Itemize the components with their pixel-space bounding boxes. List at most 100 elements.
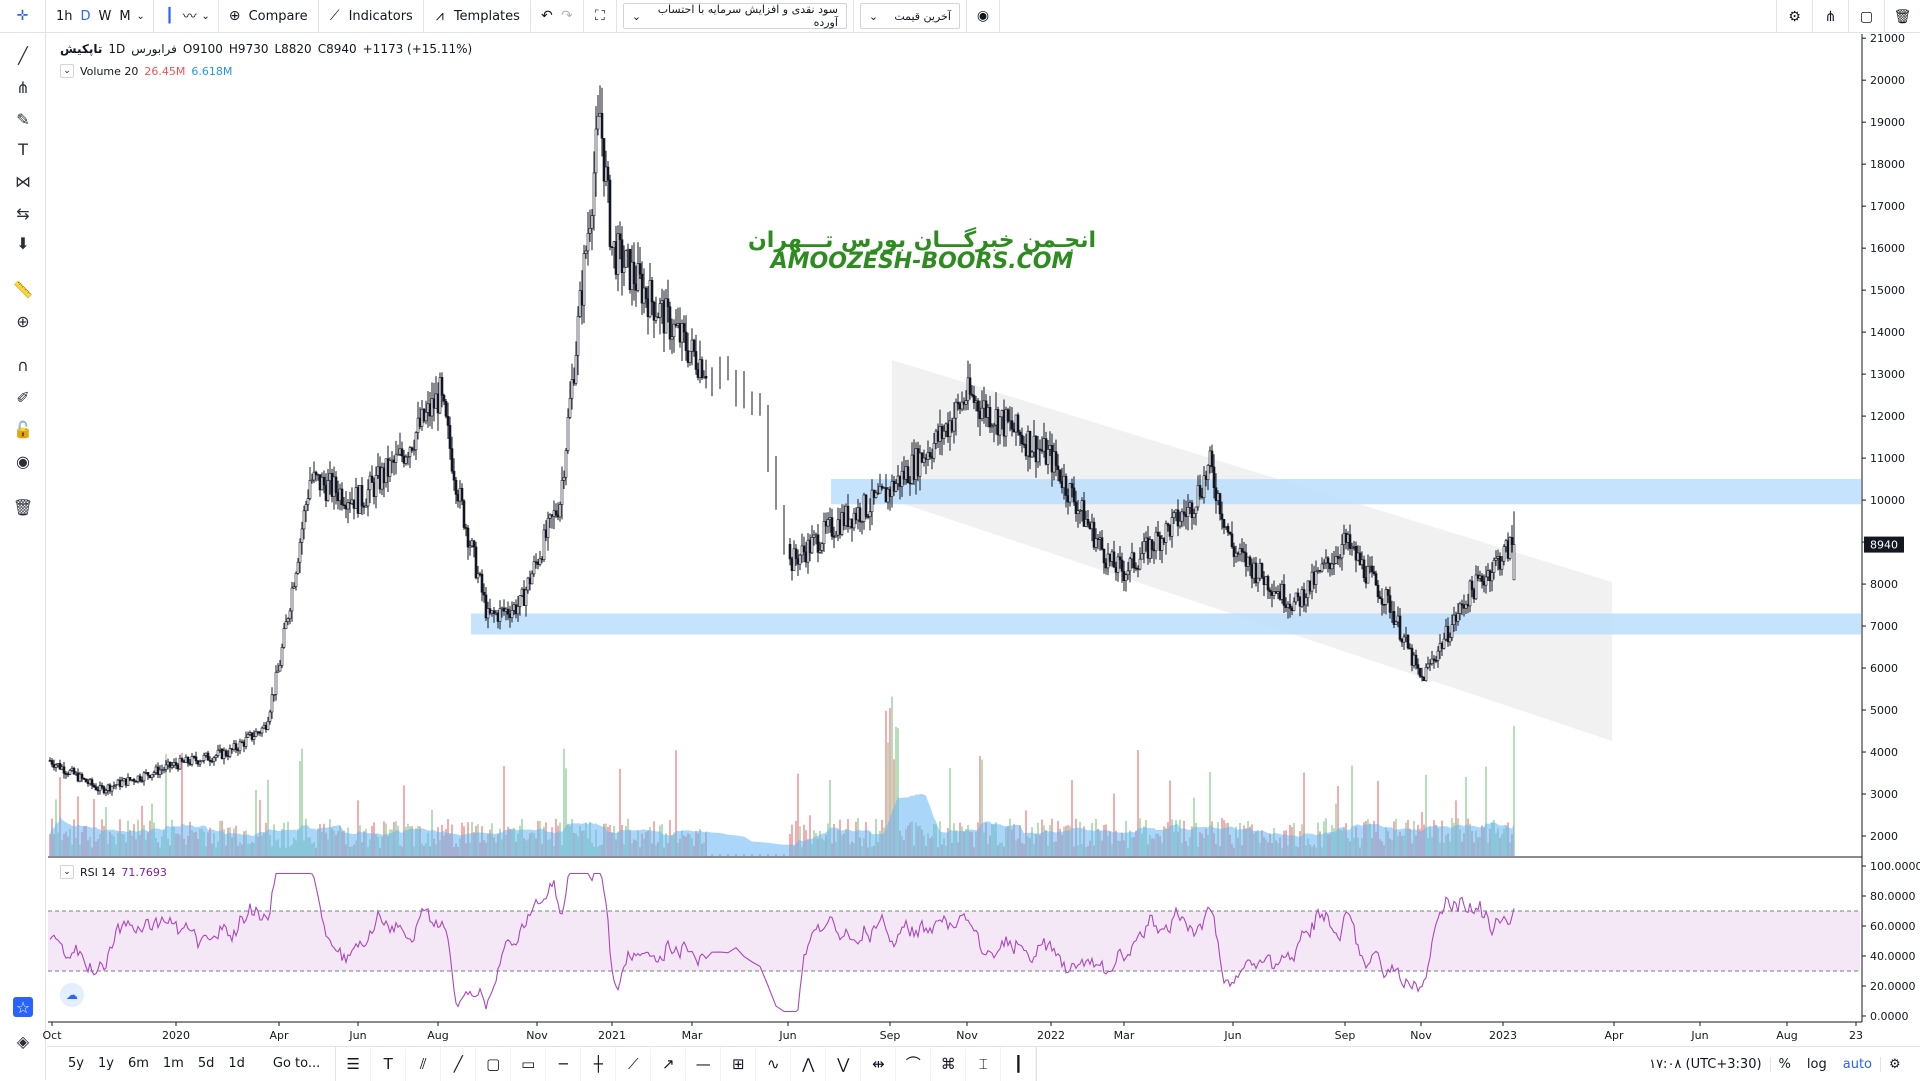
interval-d[interactable]: D [80, 8, 91, 24]
candles-tool-icon[interactable]: ┃ [1001, 1046, 1037, 1081]
candle-body [186, 756, 190, 764]
parallel-channel-icon[interactable]: ⫽ [406, 1046, 442, 1081]
arrow-down-icon[interactable]: ⬇ [16, 233, 30, 253]
share-icon[interactable]: ⋔ [1812, 0, 1848, 33]
eye-icon[interactable]: ◉ [16, 451, 30, 471]
cross-line-icon[interactable]: ┼ [581, 1046, 617, 1081]
tv-logo-icon[interactable]: ☁ [60, 983, 84, 1007]
compare-button[interactable]: ⊕ Compare [219, 0, 319, 33]
symbol-name[interactable]: تاپکیش [60, 42, 103, 56]
candle-body [1124, 574, 1128, 581]
lock-drawing-icon[interactable]: ✐ [16, 387, 30, 407]
candle-body [602, 138, 606, 182]
trend-line-icon[interactable]: ╱ [441, 1046, 477, 1081]
snapshot-icon[interactable]: ▢ [1848, 0, 1884, 33]
fullscreen-icon[interactable]: ⛶ [595, 8, 605, 24]
horizontal-lines-icon[interactable]: ☰ [336, 1046, 372, 1081]
indicators-label: Indicators [348, 8, 413, 24]
rectangle-icon[interactable]: ▢ [476, 1046, 512, 1081]
candle-body [666, 298, 670, 308]
trash-icon[interactable]: 🗑 [1884, 0, 1920, 33]
ray-icon[interactable]: ↗ [651, 1046, 687, 1081]
price-range-icon[interactable]: ⌶ [966, 1046, 1002, 1081]
candle-body [1040, 449, 1044, 452]
zoom-icon[interactable]: ⊕ [16, 311, 30, 331]
line-chart-icon[interactable]: 〰 [182, 9, 197, 25]
magnet-icon[interactable]: ∩ [17, 355, 29, 375]
horizontal-line-icon[interactable]: — [686, 1046, 722, 1081]
indicators-button[interactable]: ⟋ Indicators [319, 0, 424, 33]
callout-icon[interactable]: ▭ [511, 1046, 547, 1081]
horizontal-ray-icon[interactable]: ─ [546, 1046, 582, 1081]
elliott-wave-icon[interactable]: ∿ [756, 1046, 792, 1081]
unlock-icon[interactable]: 🔓 [13, 419, 33, 439]
ruler-icon[interactable]: 📏 [13, 279, 33, 299]
eye-icon[interactable]: ◉ [976, 8, 990, 24]
settings-icon[interactable]: ⚙ [1776, 0, 1812, 33]
candle-body [1118, 556, 1122, 561]
settings-icon[interactable]: ⚙ [1880, 1056, 1920, 1072]
crosshair-cell[interactable]: ✛ [0, 0, 46, 33]
clock-text[interactable]: ۱۷:۰۸ (UTC+3:30) [1649, 1056, 1762, 1072]
auto-toggle[interactable]: auto [1842, 1056, 1872, 1072]
range-6m[interactable]: 6m [127, 1056, 149, 1071]
support-zone [471, 613, 1861, 635]
range-5d[interactable]: 5d [197, 1056, 215, 1071]
templates-button[interactable]: ⩘ Templates [424, 0, 531, 33]
text-icon[interactable]: T [18, 139, 28, 159]
candle-body [894, 483, 898, 492]
star-icon[interactable]: ☆ [13, 997, 33, 1017]
date-range-icon[interactable]: ⇹ [861, 1046, 897, 1081]
curve-icon[interactable]: ⌒ [896, 1046, 932, 1081]
trash-icon[interactable]: 🗑 [12, 497, 34, 517]
price-source-select[interactable]: ⌄ آخرین قیمت [859, 3, 960, 29]
range-1y[interactable]: 1y [97, 1056, 114, 1071]
candle-body [920, 452, 924, 463]
adjustment-select-value: سود نقدی و افزایش سرمایه با احتساب آورده [657, 3, 838, 29]
candle-body [66, 773, 70, 776]
chevron-down-icon[interactable]: ⌄ [60, 865, 74, 879]
compare-label: Compare [248, 8, 308, 24]
fullscreen-cell: ⛶ [584, 0, 617, 33]
goto-button[interactable]: Go to... [272, 1056, 321, 1071]
candle-body [870, 489, 874, 513]
xabcd-pattern-icon[interactable]: ⋁ [826, 1046, 862, 1081]
volume-bar [357, 800, 359, 856]
candle-body [1210, 450, 1214, 468]
chevron-down-icon[interactable]: ⌄ [136, 10, 145, 22]
adjustment-select[interactable]: ⌄ سود نقدی و افزایش سرمایه با احتساب آور… [622, 3, 847, 29]
range-5y[interactable]: 5y [68, 1056, 84, 1071]
interval-w[interactable]: W [98, 8, 112, 24]
redo-icon[interactable]: ↷ [561, 8, 573, 24]
log-toggle[interactable]: log [1806, 1056, 1827, 1072]
interval-m[interactable]: M [119, 8, 131, 24]
abcd-pattern-icon[interactable]: ⋀ [791, 1046, 827, 1081]
range-1d[interactable]: 1d [228, 1056, 245, 1071]
volume-bar [891, 696, 893, 856]
brush-icon[interactable]: ✎ [16, 109, 30, 129]
candle-body [278, 665, 282, 672]
chevron-down-icon[interactable]: ⌄ [201, 10, 210, 22]
pattern-icon[interactable]: ⋈ [15, 171, 31, 191]
range-1m[interactable]: 1m [162, 1056, 184, 1071]
path-icon[interactable]: ⟋ [616, 1046, 652, 1081]
price-chart[interactable]: 21000 20000 19000 18000 17000 16000 15000 14000… [0, 0, 1920, 1046]
prediction-icon[interactable]: ⇆ [16, 203, 30, 223]
percent-toggle[interactable]: % [1769, 1056, 1799, 1072]
candle-body [226, 755, 230, 757]
trend-line-icon[interactable]: ╱ [18, 45, 28, 65]
text-icon[interactable]: T [371, 1046, 407, 1081]
pitchfork-icon[interactable]: ⋔ [16, 77, 30, 97]
chevron-down-icon[interactable]: ⌄ [60, 64, 74, 78]
candle-body [296, 561, 300, 574]
network-icon[interactable]: ⌘ [931, 1046, 967, 1081]
layers-icon[interactable]: ◈ [16, 1031, 30, 1051]
candles-icon[interactable]: ┃ [165, 8, 174, 24]
candle-body [564, 450, 568, 478]
interval-1h[interactable]: 1h [56, 8, 73, 24]
symbol-legend: تاپکیش 1D فرابورس O9100 H9730 L8820 C894… [60, 42, 472, 56]
fib-grid-icon[interactable]: ⊞ [721, 1046, 757, 1081]
candle-body [1468, 580, 1472, 607]
crosshair-icon[interactable]: ✛ [16, 8, 29, 24]
undo-icon[interactable]: ↶ [541, 8, 553, 24]
